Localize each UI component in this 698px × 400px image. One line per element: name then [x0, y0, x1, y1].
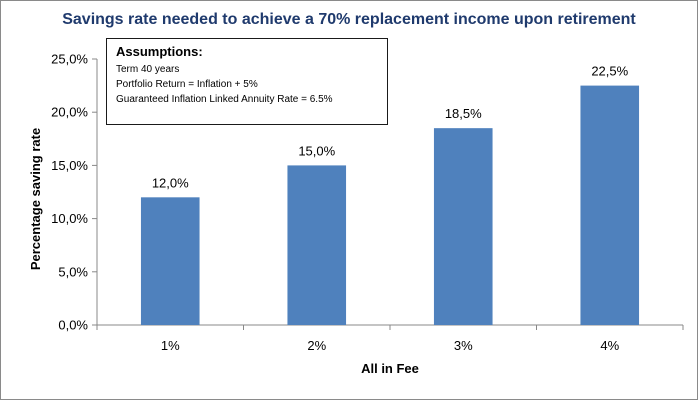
data-label: 12,0% [152, 175, 189, 190]
bar [287, 165, 347, 325]
chart-title: Savings rate needed to achieve a 70% rep… [62, 11, 636, 28]
y-axis-title: Percentage saving rate [28, 128, 43, 270]
data-label: 18,5% [445, 106, 482, 121]
y-tick-label: 20,0% [51, 105, 88, 120]
y-tick-label: 0,0% [58, 318, 88, 333]
bar [433, 128, 493, 325]
assumption-annuity-rate: Guaranteed Inflation Linked Annuity Rate… [116, 94, 333, 105]
assumption-term: Term 40 years [116, 64, 180, 75]
y-tick-label: 10,0% [51, 211, 88, 226]
x-tick-label: 3% [454, 338, 473, 353]
y-tick-label: 15,0% [51, 158, 88, 173]
x-axis-title: All in Fee [361, 361, 419, 376]
assumptions-heading: Assumptions: [116, 44, 203, 59]
data-label: 15,0% [298, 143, 335, 158]
assumptions-box: Assumptions: Term 40 years Portfolio Ret… [106, 38, 388, 125]
y-tick-label: 25,0% [51, 52, 88, 67]
data-label: 22,5% [591, 64, 628, 79]
assumption-portfolio-return: Portfolio Return = Inflation + 5% [116, 79, 258, 90]
x-tick-label: 1% [161, 338, 180, 353]
x-tick-label: 4% [600, 338, 619, 353]
x-tick-label: 2% [307, 338, 326, 353]
bar [580, 85, 640, 325]
y-tick-label: 5,0% [58, 264, 88, 279]
bar [140, 197, 200, 325]
